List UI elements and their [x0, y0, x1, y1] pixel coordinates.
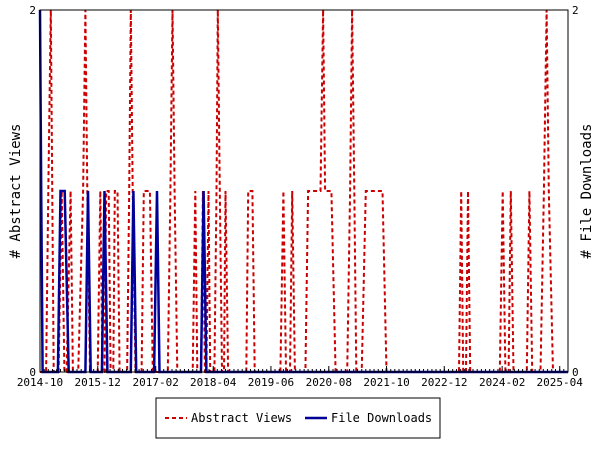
y-left-axis-title: # Abstract Views	[8, 124, 24, 259]
legend-box	[155, 397, 441, 439]
x-axis-tick-label: 2024-02	[479, 376, 525, 389]
legend-label-abstract-views: Abstract Views	[191, 411, 292, 425]
series-line-abstract-views	[40, 9, 568, 373]
y-right-axis-title: # File Downloads	[579, 124, 595, 259]
x-axis-tick-label: 2017-02	[133, 376, 179, 389]
x-axis-tick-label: 2021-10	[363, 376, 409, 389]
x-axis-tick-label: 2018-04	[190, 376, 237, 389]
x-axis-tick-label: 2022-12	[421, 376, 467, 389]
y-left-tick-bottom: 0	[29, 366, 36, 379]
x-axis-ticks	[39, 366, 569, 372]
x-axis-tick-label: 2025-04	[537, 376, 584, 389]
y-right-tick-bottom: 0	[572, 366, 579, 379]
x-axis-tick-label: 2020-08	[306, 376, 352, 389]
x-axis-tick-label: 2015-12	[75, 376, 121, 389]
x-axis-tick-labels: 2014-10 2015-12 2017-02 2018-04 2019-06 2020-…	[17, 376, 583, 389]
x-axis-tick-label: 2014-10	[17, 376, 63, 389]
legend: Abstract Views File Downloads	[155, 397, 441, 439]
y-left-tick-top: 2	[29, 4, 36, 17]
y-right-tick-top: 2	[572, 4, 579, 17]
legend-label-file-downloads: File Downloads	[331, 411, 432, 425]
x-axis-tick-label: 2019-06	[248, 376, 294, 389]
